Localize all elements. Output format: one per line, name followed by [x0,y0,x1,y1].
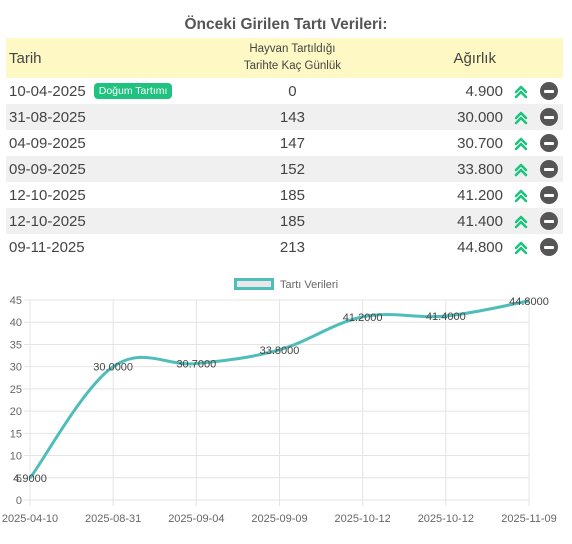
cell-date: 31-08-2025 [6,104,172,130]
y-tick-label: 10 [10,451,22,463]
x-tick-label: 2025-08-31 [85,513,141,525]
date-text: 09-11-2025 [9,238,85,256]
table-row: 10-04-2025 Doğum Tartımı 0 4.900 [6,78,563,104]
cell-days: 185 [279,212,305,230]
double-chevron-up-icon [514,215,528,228]
table-row: 09-09-2025 152 33.800 [6,156,563,182]
table-header-row: Tarih Hayvan Tartıldığı Tarihte Kaç Günl… [6,38,563,78]
y-tick-label: 20 [10,406,22,418]
cell-weight: 44.800 [457,238,503,256]
data-point-label: 30.0000 [93,362,133,374]
cell-days: 152 [279,160,305,178]
cell-date: 12-10-2025 [6,208,172,234]
x-axis-ticks: 2025-04-10 2025-08-31 2025-09-04 2025-09-09… [2,513,557,525]
cell-date: 09-09-2025 [6,156,172,182]
data-point-label: 33.8000 [260,345,300,357]
double-chevron-up-icon [514,163,528,176]
double-chevron-up-icon [514,241,528,254]
data-point-label: 4.9000 [13,473,47,485]
double-chevron-up-icon [514,111,528,124]
remove-entry-icon[interactable] [540,238,558,257]
date-text: 12-10-2025 [9,212,86,230]
cell-weight: 30.000 [457,108,503,126]
cell-weight: 33.800 [457,160,503,178]
x-tick-label: 2025-11-09 [501,513,556,525]
cell-date: 12-10-2025 [6,182,172,208]
y-tick-label: 30 [10,362,22,374]
weight-records-table: Tarih Hayvan Tartıldığı Tarihte Kaç Günl… [6,38,563,260]
table-row: 12-10-2025 185 41.400 [6,208,563,234]
x-tick-label: 2025-09-04 [168,513,224,525]
cell-weight: 4.900 [465,82,503,100]
cell-date: 10-04-2025 Doğum Tartımı [6,78,173,104]
cell-days: 147 [279,134,305,152]
cell-date: 09-11-2025 [6,234,172,260]
table-row: 12-10-2025 185 41.200 [6,182,563,208]
cell-weight: 30.700 [457,134,503,152]
data-point-label: 41.4000 [426,311,466,323]
header-days-line1: Hayvan Tartıldığı [249,43,336,55]
chart-legend[interactable]: Tartı Verileri [0,278,572,291]
double-chevron-up-icon [514,189,528,202]
table-row: 04-09-2025 147 30.700 [6,130,563,156]
x-tick-label: 2025-10-12 [335,513,391,525]
legend-label: Tartı Verileri [279,279,339,291]
date-text: 31-08-2025 [9,108,86,126]
cell-date: 04-09-2025 [6,130,172,156]
table-row: 31-08-2025 143 30.000 [6,104,563,130]
y-tick-label: 25 [10,384,22,396]
date-text: 04-09-2025 [9,134,86,152]
series-line [28,299,530,480]
cell-weight: 41.200 [457,186,503,204]
y-tick-label: 35 [10,339,22,351]
header-days-line2: Tarihte Kaç Günlük [243,60,341,72]
remove-entry-icon[interactable] [540,82,558,101]
y-tick-label: 15 [10,428,22,440]
data-point-label: 41.2000 [343,312,383,324]
y-tick-label: 0 [16,495,22,507]
double-chevron-up-icon [514,85,528,98]
y-tick-label: 45 [10,295,22,307]
birth-weighing-badge: Doğum Tartımı [93,82,173,99]
page-title: Önceki Girilen Tartı Verileri: [184,16,388,33]
cell-days: 143 [279,108,305,126]
table-row: 09-11-2025 213 44.800 [6,234,563,260]
header-days: Hayvan Tartıldığı Tarihte Kaç Günlük [172,38,412,78]
cell-days: 0 [288,82,297,100]
header-date: Tarih [9,49,42,67]
remove-entry-icon[interactable] [540,160,558,179]
date-text: 09-09-2025 [9,160,86,178]
header-weight: Ağırlık [453,49,496,67]
remove-entry-icon[interactable] [540,108,558,127]
x-tick-label: 2025-10-12 [418,513,474,525]
y-tick-label: 40 [10,317,22,329]
y-axis-ticks: 0 5 10 15 20 25 30 35 40 45 [10,295,22,507]
remove-entry-icon[interactable] [540,134,558,153]
y-tick-label: 5 [16,473,22,485]
x-tick-label: 2025-09-09 [251,513,307,525]
cell-weight: 41.400 [457,212,503,230]
data-point-label: 30.7000 [176,359,216,371]
x-tick-label: 2025-04-10 [2,513,58,525]
chart-grid [24,299,530,506]
legend-swatch [233,278,274,290]
date-text: 12-10-2025 [9,186,86,204]
table-body: 10-04-2025 Doğum Tartımı 0 4.900 31-08-2025 1… [6,78,563,260]
remove-entry-icon[interactable] [540,186,558,205]
data-labels: 4.9000 30.0000 30.7000 33.8000 41.2000 41.400… [13,296,549,485]
double-chevron-up-icon [514,137,528,150]
cell-days: 213 [279,238,305,256]
cell-days: 185 [279,186,305,204]
data-point-label: 44.8000 [509,296,549,308]
date-text: 10-04-2025 [9,82,86,100]
remove-entry-icon[interactable] [540,212,558,231]
